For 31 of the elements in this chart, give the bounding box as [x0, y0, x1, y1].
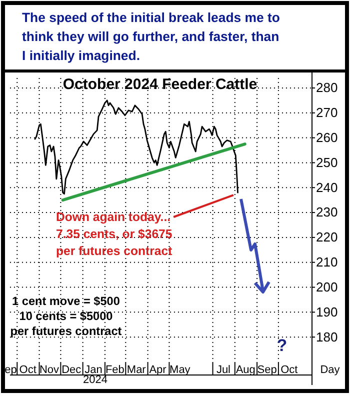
x-tick-label: Mar — [126, 364, 146, 376]
y-tick-label: 180 — [316, 329, 338, 344]
x-tick-label: May — [170, 364, 191, 376]
x-tick-label: Oct — [280, 364, 298, 376]
chart-subtitle: The speed of the initial break leads me to think they will go further, and faster, than I initially imagined. — [22, 10, 280, 63]
x-tick-label: Nov — [39, 364, 60, 376]
text: 2024 — [83, 374, 108, 386]
y-tick-label: 200 — [316, 279, 338, 294]
x-tick-label: Sep — [257, 364, 277, 376]
y-tick-label: 280 — [316, 80, 338, 96]
y-tick-label: 220 — [316, 230, 338, 245]
x-tick-label: Jul — [216, 364, 230, 376]
chart-title: October 2024 Feeder Cattle — [62, 76, 258, 93]
annotation: Down again today... 7.35 cents, or $3675 per futures contract — [56, 210, 172, 258]
y-tick-label: 230 — [316, 204, 338, 220]
x-tick-label: Oct — [19, 364, 36, 376]
y-tick-label: 260 — [316, 130, 338, 145]
text: Day — [320, 364, 340, 376]
x-tick-label: Apr — [149, 364, 167, 376]
y-tick-label: 190 — [316, 304, 338, 320]
y-tick-label: 270 — [316, 105, 338, 120]
y-tick-label: 210 — [316, 254, 338, 270]
x-tick-label: ep — [4, 364, 17, 376]
y-tick-label: 250 — [316, 154, 338, 170]
y-tick-label: 240 — [316, 180, 338, 195]
x-tick-label: Dec — [62, 364, 82, 376]
annotation: ? — [276, 336, 288, 355]
x-tick-label: Feb — [105, 364, 124, 376]
x-tick-label: Aug — [236, 364, 256, 376]
x-tick-label: Jan — [84, 364, 102, 376]
annotation: 1 cent move = $500 10 cents = $5000 per futures contract — [10, 294, 122, 338]
